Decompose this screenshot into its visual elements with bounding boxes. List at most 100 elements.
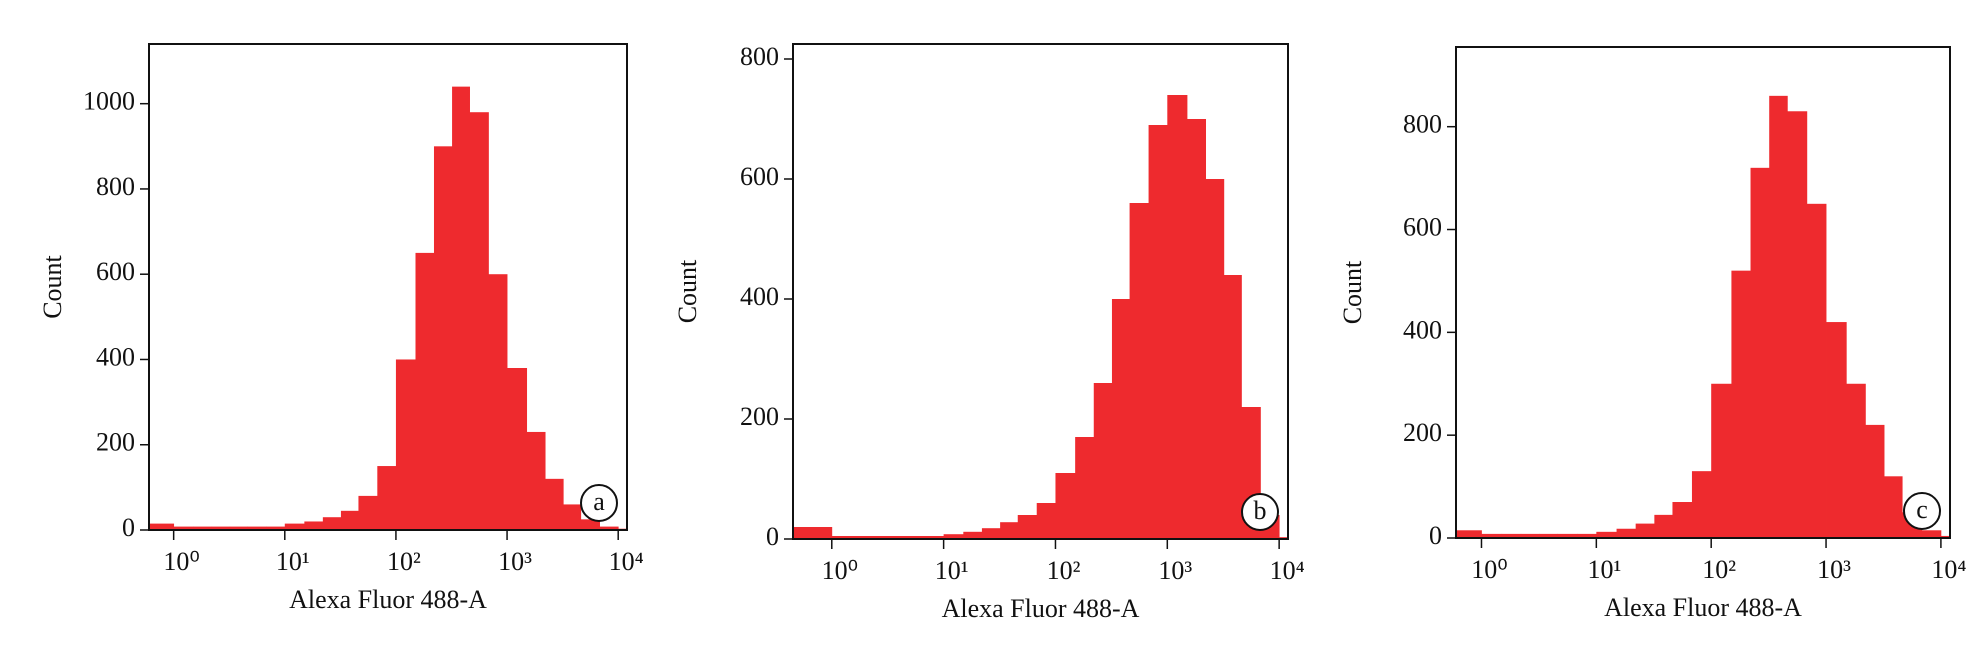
y-tick-label: 800 <box>96 172 135 201</box>
histogram-bar <box>1557 533 1578 538</box>
y-axis-label: Count <box>38 254 67 318</box>
histogram-bar <box>1711 383 1732 538</box>
histogram-bar <box>452 86 470 530</box>
y-tick-label: 600 <box>96 257 135 286</box>
y-tick-label: 200 <box>1403 418 1442 447</box>
histogram-bar <box>545 478 564 530</box>
plot-frame <box>1455 46 1951 539</box>
histogram-bar <box>1111 299 1130 539</box>
histogram-bar <box>1731 270 1751 538</box>
histogram-bar <box>831 536 852 539</box>
histogram-bar <box>1539 533 1559 538</box>
histogram-bar <box>1846 383 1866 538</box>
x-tick-label: 10² <box>1702 555 1736 584</box>
y-tick-label: 800 <box>1403 110 1442 139</box>
plot-frame <box>792 43 1289 540</box>
x-axis-label: Alexa Fluor 488-A <box>289 585 487 614</box>
histogram-bar <box>1769 95 1788 539</box>
histogram-bar <box>793 527 833 539</box>
x-tick-label: 10⁴ <box>609 547 644 576</box>
histogram-bar <box>1806 203 1827 538</box>
histogram-bar <box>981 528 1001 539</box>
histogram-bar <box>507 368 528 530</box>
y-tick-label: 400 <box>740 282 779 311</box>
histogram-bar <box>1093 383 1113 539</box>
x-tick-label: 10² <box>1047 556 1081 585</box>
y-tick-label: 400 <box>1403 315 1442 344</box>
y-tick-label: 0 <box>766 522 779 551</box>
histogram-bar <box>173 526 194 530</box>
histogram-bar <box>433 146 453 530</box>
histogram-bar <box>1826 322 1847 538</box>
histogram-bar <box>1672 502 1693 538</box>
histogram-bar <box>340 510 359 530</box>
histogram-bar <box>563 504 582 530</box>
histogram-bar <box>469 112 489 531</box>
x-tick-label: 10⁴ <box>1270 556 1305 585</box>
histogram-bar <box>1017 515 1038 539</box>
histogram-bar <box>284 523 305 530</box>
histogram-bar <box>247 526 267 530</box>
histogram-bar <box>415 252 435 531</box>
x-axis-label: Alexa Fluor 488-A <box>942 594 1140 623</box>
histogram-bar <box>229 526 248 530</box>
histogram-bar <box>1055 473 1076 539</box>
histogram-bar <box>1205 179 1225 539</box>
histogram-bar <box>526 431 546 530</box>
histogram-bar <box>1635 523 1655 538</box>
x-axis-label: Alexa Fluor 488-A <box>1604 593 1802 622</box>
histogram-bar <box>888 536 907 539</box>
x-tick-label: 10⁰ <box>1471 555 1507 584</box>
histogram-bar <box>149 523 175 530</box>
histogram-bar <box>943 534 964 539</box>
histogram-bar <box>1940 535 1951 538</box>
histogram-bar <box>924 536 945 539</box>
y-tick-label: 1000 <box>83 87 135 116</box>
x-tick-label: 10⁴ <box>1931 555 1966 584</box>
histogram-bar <box>1036 503 1056 539</box>
histogram-bar <box>1616 528 1637 538</box>
histogram-bar <box>1075 437 1095 539</box>
histogram-bar <box>304 521 324 530</box>
histogram-bar <box>266 526 286 530</box>
histogram-bar <box>211 526 231 530</box>
plot-frame <box>148 43 628 531</box>
histogram-bar <box>1884 476 1903 538</box>
x-tick-label: 10³ <box>1817 555 1851 584</box>
x-tick-label: 10³ <box>498 547 532 576</box>
histogram-bar <box>488 274 508 530</box>
y-tick-label: 400 <box>96 342 135 371</box>
histogram-bar <box>963 531 983 539</box>
panel-label-circle <box>580 484 618 522</box>
histogram-bar <box>1129 203 1149 539</box>
histogram-bar <box>1654 514 1673 538</box>
y-tick-label: 200 <box>740 402 779 431</box>
y-tick-label: 200 <box>96 428 135 457</box>
histogram-bar <box>1787 111 1808 538</box>
x-tick-label: 10⁰ <box>163 547 199 576</box>
histogram-bar <box>1148 125 1168 539</box>
y-tick-label: 600 <box>740 162 779 191</box>
histogram-bar <box>1186 119 1207 539</box>
histogram-bar <box>1520 533 1540 538</box>
histogram-bar <box>1481 533 1503 538</box>
histogram-bar <box>870 536 889 539</box>
panel-label-circle <box>1241 493 1279 531</box>
x-tick-label: 10¹ <box>935 556 969 585</box>
y-tick-label: 0 <box>122 513 135 542</box>
histogram-bar <box>1501 533 1522 538</box>
histogram-bar <box>193 526 213 530</box>
histogram-bar <box>1223 275 1242 539</box>
histogram-bar <box>1921 530 1942 538</box>
histogram-bar <box>1000 522 1019 539</box>
panel-label-circle <box>1903 492 1941 530</box>
x-tick-label: 10² <box>387 547 421 576</box>
histogram-bar <box>599 526 619 530</box>
histogram-bar <box>905 536 926 539</box>
histogram-bar <box>1577 533 1597 538</box>
y-tick-label: 0 <box>1429 521 1442 550</box>
histogram-bar <box>322 517 342 530</box>
histogram-bar <box>1865 424 1885 538</box>
histogram-bar <box>395 359 416 530</box>
x-tick-label: 10¹ <box>276 547 310 576</box>
